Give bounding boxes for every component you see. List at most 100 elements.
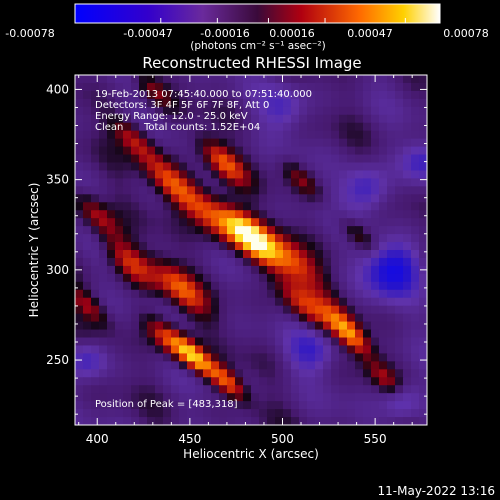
heatmap-cell <box>139 75 148 84</box>
heatmap-cell <box>387 329 396 339</box>
heatmap-cell <box>331 186 340 195</box>
heatmap-cell <box>371 130 380 140</box>
heatmap-cell <box>195 273 204 283</box>
heatmap-cell <box>171 353 180 362</box>
heatmap-cell <box>131 146 140 156</box>
heatmap-cell <box>147 210 156 219</box>
heatmap-cell <box>411 202 420 211</box>
heatmap-cell <box>275 146 284 156</box>
heatmap-cell <box>371 146 380 156</box>
heatmap-cell <box>171 297 180 307</box>
heatmap-cell <box>115 98 124 108</box>
heatmap-cell <box>363 265 372 275</box>
heatmap-cell <box>171 154 180 164</box>
heatmap-cell <box>155 250 164 259</box>
heatmap-cell <box>75 210 84 219</box>
heatmap-cell <box>283 98 292 108</box>
heatmap-cell <box>403 170 412 179</box>
heatmap-cell <box>131 98 140 108</box>
heatmap-cell <box>299 90 308 100</box>
heatmap-cell <box>371 385 380 394</box>
heatmap-cell <box>219 401 228 410</box>
heatmap-cell <box>195 210 204 219</box>
heatmap-cell <box>371 361 380 370</box>
heatmap-cell <box>259 250 268 259</box>
heatmap-cell <box>211 401 220 410</box>
heatmap-cell <box>187 210 196 219</box>
heatmap-cell <box>339 297 348 307</box>
heatmap-cell <box>251 82 260 92</box>
heatmap-cell <box>411 385 420 394</box>
heatmap-cell <box>331 369 340 378</box>
heatmap-cell <box>291 337 300 347</box>
heatmap-cell <box>299 369 308 378</box>
heatmap-cell <box>131 162 140 172</box>
heatmap-cell <box>395 345 404 354</box>
heatmap-cell <box>291 393 300 402</box>
heatmap-cell <box>267 138 276 148</box>
heatmap-cell <box>131 313 140 323</box>
heatmap-cell <box>83 138 92 148</box>
heatmap-cell <box>187 337 196 347</box>
heatmap-cell <box>339 178 348 187</box>
heatmap-cell <box>291 210 300 219</box>
heatmap-cell <box>115 234 124 243</box>
heatmap-cell <box>187 98 196 108</box>
heatmap-cell <box>387 337 396 347</box>
heatmap-cell <box>91 369 100 378</box>
heatmap-cell <box>171 194 180 203</box>
heatmap-cell <box>227 75 236 84</box>
heatmap-cell <box>267 409 276 418</box>
heatmap-cell <box>155 329 164 339</box>
heatmap-cell <box>75 409 84 418</box>
heatmap-cell <box>419 194 427 203</box>
heatmap-cell <box>227 305 236 315</box>
heatmap-cell <box>291 242 300 251</box>
heatmap-cell <box>379 297 388 307</box>
heatmap-cell <box>179 321 188 331</box>
heatmap-cell <box>291 146 300 156</box>
heatmap-cell <box>123 401 132 410</box>
heatmap-cell <box>395 417 404 425</box>
heatmap-cell <box>203 273 212 283</box>
heatmap-cell <box>371 250 380 259</box>
heatmap-cell <box>139 313 148 323</box>
heatmap-cell <box>99 98 108 108</box>
heatmap-cell <box>403 281 412 291</box>
heatmap-cell <box>171 329 180 339</box>
heatmap-cell <box>251 122 260 132</box>
heatmap-cell <box>267 385 276 394</box>
heatmap-cell <box>331 361 340 370</box>
heatmap-cell <box>155 353 164 362</box>
heatmap-cell <box>339 273 348 283</box>
heatmap-cell <box>227 194 236 203</box>
heatmap-cell <box>211 393 220 402</box>
heatmap-cell <box>283 226 292 235</box>
heatmap-cell <box>307 401 316 410</box>
heatmap-cell <box>387 409 396 418</box>
heatmap-cell <box>227 114 236 124</box>
heatmap-cell <box>243 377 252 386</box>
heatmap-cell <box>259 162 268 172</box>
heatmap-cell <box>411 122 420 132</box>
heatmap-cell <box>139 210 148 219</box>
heatmap-cell <box>363 138 372 148</box>
heatmap-cell <box>323 90 332 100</box>
heatmap-cell <box>147 321 156 331</box>
heatmap-cell <box>123 226 132 235</box>
heatmap-cell <box>419 170 427 179</box>
heatmap-cell <box>339 138 348 148</box>
heatmap-cell <box>147 218 156 227</box>
heatmap-cell <box>275 122 284 132</box>
heatmap-cell <box>339 369 348 378</box>
heatmap-cell <box>243 234 252 243</box>
heatmap-cell <box>171 90 180 100</box>
heatmap-cell <box>371 265 380 275</box>
heatmap-cell <box>347 75 356 84</box>
heatmap-cell <box>307 146 316 156</box>
heatmap-cell <box>99 138 108 148</box>
heatmap-cell <box>163 369 172 378</box>
heatmap-cell <box>179 194 188 203</box>
heatmap-cell <box>251 210 260 219</box>
heatmap-cell <box>339 130 348 140</box>
